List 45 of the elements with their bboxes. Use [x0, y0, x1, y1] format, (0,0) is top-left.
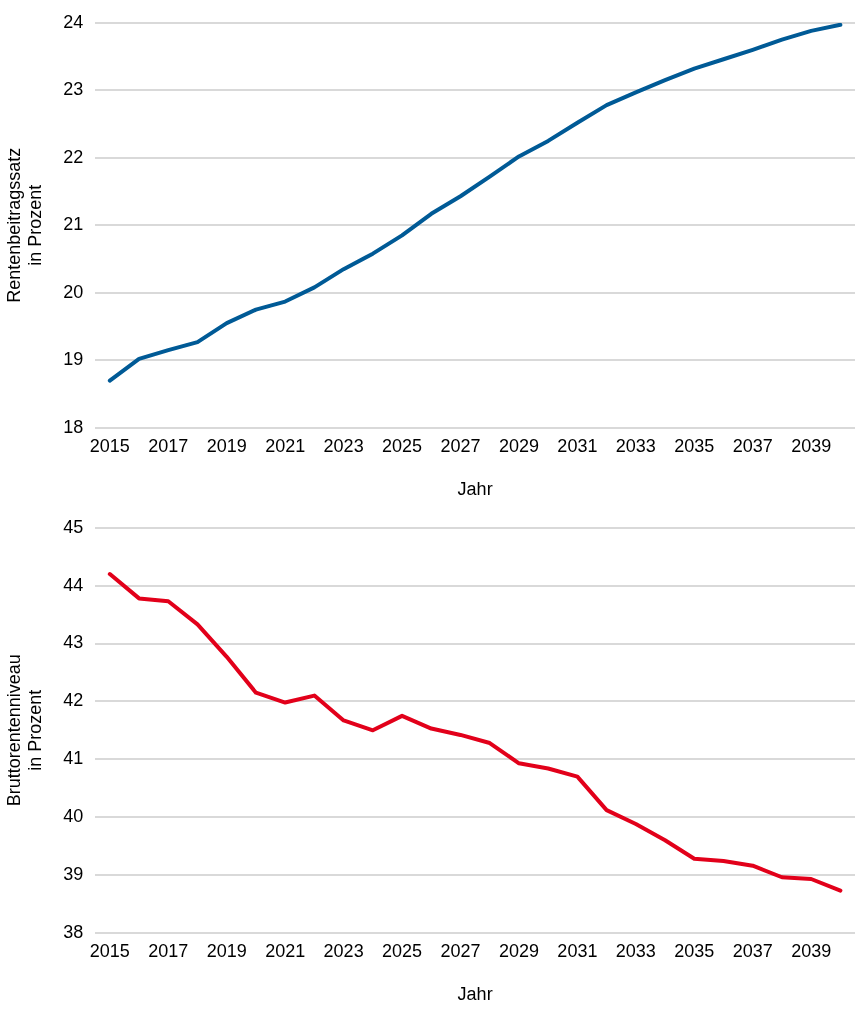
- y-tick-label: 19: [63, 349, 84, 370]
- y-tick-label: 42: [63, 690, 84, 711]
- x-tick-label: 2037: [732, 940, 773, 961]
- x-tick-label: 2029: [498, 940, 539, 961]
- y-tick-label: 41: [63, 748, 84, 769]
- x-axis-title: Jahr: [457, 479, 493, 500]
- y-tick-label: 39: [63, 863, 84, 884]
- x-tick-label: 2015: [89, 940, 130, 961]
- x-tick-label: 2027: [440, 435, 481, 456]
- x-tick-label: 2035: [674, 940, 715, 961]
- y-tick-label: 45: [63, 516, 84, 537]
- x-tick-label: 2019: [206, 435, 247, 456]
- x-tick-label: 2025: [382, 435, 423, 456]
- x-tick-label: 2031: [557, 940, 598, 961]
- y-tick-label: 24: [63, 11, 84, 32]
- y-tick-label: 22: [63, 146, 84, 167]
- x-tick-label: 2029: [498, 435, 539, 456]
- x-tick-label: 2015: [89, 435, 130, 456]
- y-tick-label: 23: [63, 79, 84, 100]
- x-tick-label: 2023: [323, 940, 364, 961]
- x-tick-label: 2017: [148, 435, 189, 456]
- y-tick-label: 44: [63, 574, 84, 595]
- x-tick-label: 2033: [615, 940, 656, 961]
- x-tick-label: 2031: [557, 435, 598, 456]
- x-axis-title: Jahr: [457, 984, 493, 1005]
- x-tick-label: 2037: [732, 435, 773, 456]
- x-tick-label: 2019: [206, 940, 247, 961]
- y-axis-title: Rentenbeitragssatz in Prozent: [3, 147, 46, 303]
- x-tick-label: 2025: [382, 940, 423, 961]
- y-axis-title: Bruttorentenniveau in Prozent: [3, 654, 46, 807]
- y-tick-label: 43: [63, 632, 84, 653]
- x-tick-label: 2027: [440, 940, 481, 961]
- x-tick-label: 2017: [148, 940, 189, 961]
- y-tick-label: 18: [63, 416, 84, 437]
- y-tick-label: 38: [63, 921, 84, 942]
- x-tick-label: 2039: [791, 435, 832, 456]
- y-tick-label: 20: [63, 281, 84, 302]
- x-tick-label: 2021: [265, 435, 306, 456]
- y-tick-label: 40: [63, 806, 84, 827]
- x-tick-label: 2039: [791, 940, 832, 961]
- x-tick-label: 2033: [615, 435, 656, 456]
- x-tick-label: 2021: [265, 940, 306, 961]
- y-tick-label: 21: [63, 214, 84, 235]
- x-tick-label: 2023: [323, 435, 364, 456]
- x-tick-label: 2035: [674, 435, 715, 456]
